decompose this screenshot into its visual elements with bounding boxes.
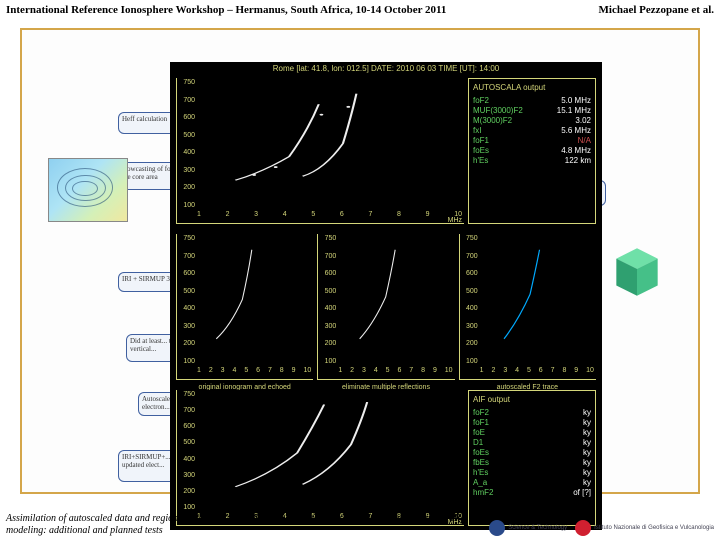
- x-axis-labels: 12345678910: [195, 211, 464, 223]
- param-row: foF1ky: [473, 418, 591, 427]
- param-row: foF2ky: [473, 408, 591, 417]
- x-axis-labels: 12345678910: [195, 367, 313, 379]
- panel-row-2: 750700600500400300200100 12345678910 750…: [174, 232, 598, 382]
- param-row: foEs4.8 MHz: [473, 146, 591, 155]
- header-left: International Reference Ionosphere Works…: [6, 4, 446, 16]
- param-row: h'Esky: [473, 468, 591, 477]
- param-row: fbEsky: [473, 458, 591, 467]
- aif-title: AIF output: [473, 395, 591, 404]
- y-axis-labels: 750700600500400300200100: [460, 234, 479, 365]
- param-row: h'Es122 km: [473, 156, 591, 165]
- param-row: foF25.0 MHz: [473, 96, 591, 105]
- footer-logos: Science & Technology Istituto Nazionale …: [489, 520, 714, 536]
- ionogram-trace: [195, 234, 313, 365]
- ionogram-trace: [195, 78, 464, 209]
- param-row: MUF(3000)F215.1 MHz: [473, 106, 591, 115]
- param-row: hmF2of [?]: [473, 488, 591, 497]
- panel-row-3: 750700600500400300200100 12345678910 MHz…: [174, 388, 598, 528]
- ionogram-panel: Rome [lat: 41.8, lon: 012.5] DATE: 2010 …: [170, 62, 602, 530]
- header-right: Michael Pezzopane et al.: [599, 4, 714, 16]
- ionogram-trace: [478, 234, 596, 365]
- param-row: fxI5.6 MHz: [473, 126, 591, 135]
- ionogram-trace: [336, 234, 454, 365]
- y-axis-labels: 750700600500400300200100: [177, 234, 196, 365]
- y-axis-labels: 750700600500400300200100: [177, 390, 196, 511]
- param-row: A_aky: [473, 478, 591, 487]
- content-frame: Heff calculationNowcasting of fo... in t…: [20, 28, 700, 494]
- slide-header: International Reference Ionosphere Works…: [6, 4, 714, 16]
- logo-text: Istituto Nazionale di Geofisica e Vulcan…: [594, 525, 714, 531]
- logo-text: Science & Technology: [508, 525, 567, 531]
- param-row: foEky: [473, 428, 591, 437]
- aif-output-box: AIF output foF2kyfoF1kyfoEkyD1kyfoEskyfb…: [468, 390, 596, 526]
- logo-circle-icon: [489, 520, 505, 536]
- x-axis-labels: 12345678910: [336, 367, 454, 379]
- logo-1: Science & Technology: [489, 520, 567, 536]
- slide-footer: Assimilation of autoscaled data and regi…: [6, 513, 714, 536]
- autoscala-title: AUTOSCALA output: [473, 83, 591, 92]
- param-row: foEsky: [473, 448, 591, 457]
- ionogram-small-2: 750700600500400300200100 12345678910: [317, 234, 454, 380]
- x-axis-unit: MHz: [448, 217, 462, 224]
- ionogram-small-1: 750700600500400300200100 12345678910: [176, 234, 313, 380]
- autoscala-output-box: AUTOSCALA output foF25.0 MHzMUF(3000)F21…: [468, 78, 596, 224]
- param-row: M(3000)F23.02: [473, 116, 591, 125]
- density-cube-icon: [606, 240, 668, 302]
- footer-caption: Assimilation of autoscaled data and regi…: [6, 513, 466, 536]
- logo-2: Istituto Nazionale di Geofisica e Vulcan…: [575, 520, 714, 536]
- param-row: foF1N/A: [473, 136, 591, 145]
- y-axis-labels: 750700600500400300200100: [318, 234, 337, 365]
- ionogram-main: 750700600500400300200100 12345678910 MHz: [176, 78, 464, 224]
- slide-root: International Reference Ionosphere Works…: [0, 0, 720, 540]
- ionogram-trace: [195, 390, 464, 511]
- param-row: D1ky: [473, 438, 591, 447]
- panel-title: Rome [lat: 41.8, lon: 012.5] DATE: 2010 …: [170, 64, 602, 73]
- ionogram-bottom: 750700600500400300200100 12345678910 MHz: [176, 390, 464, 526]
- x-axis-labels: 12345678910: [478, 367, 596, 379]
- logo-circle-icon: [575, 520, 591, 536]
- y-axis-labels: 750700600500400300200100: [177, 78, 196, 209]
- ionogram-small-3: 750700600500400300200100 12345678910: [459, 234, 596, 380]
- panel-row-1: 750700600500400300200100 12345678910 MHz…: [174, 76, 598, 226]
- map-thumbnail: [48, 158, 128, 222]
